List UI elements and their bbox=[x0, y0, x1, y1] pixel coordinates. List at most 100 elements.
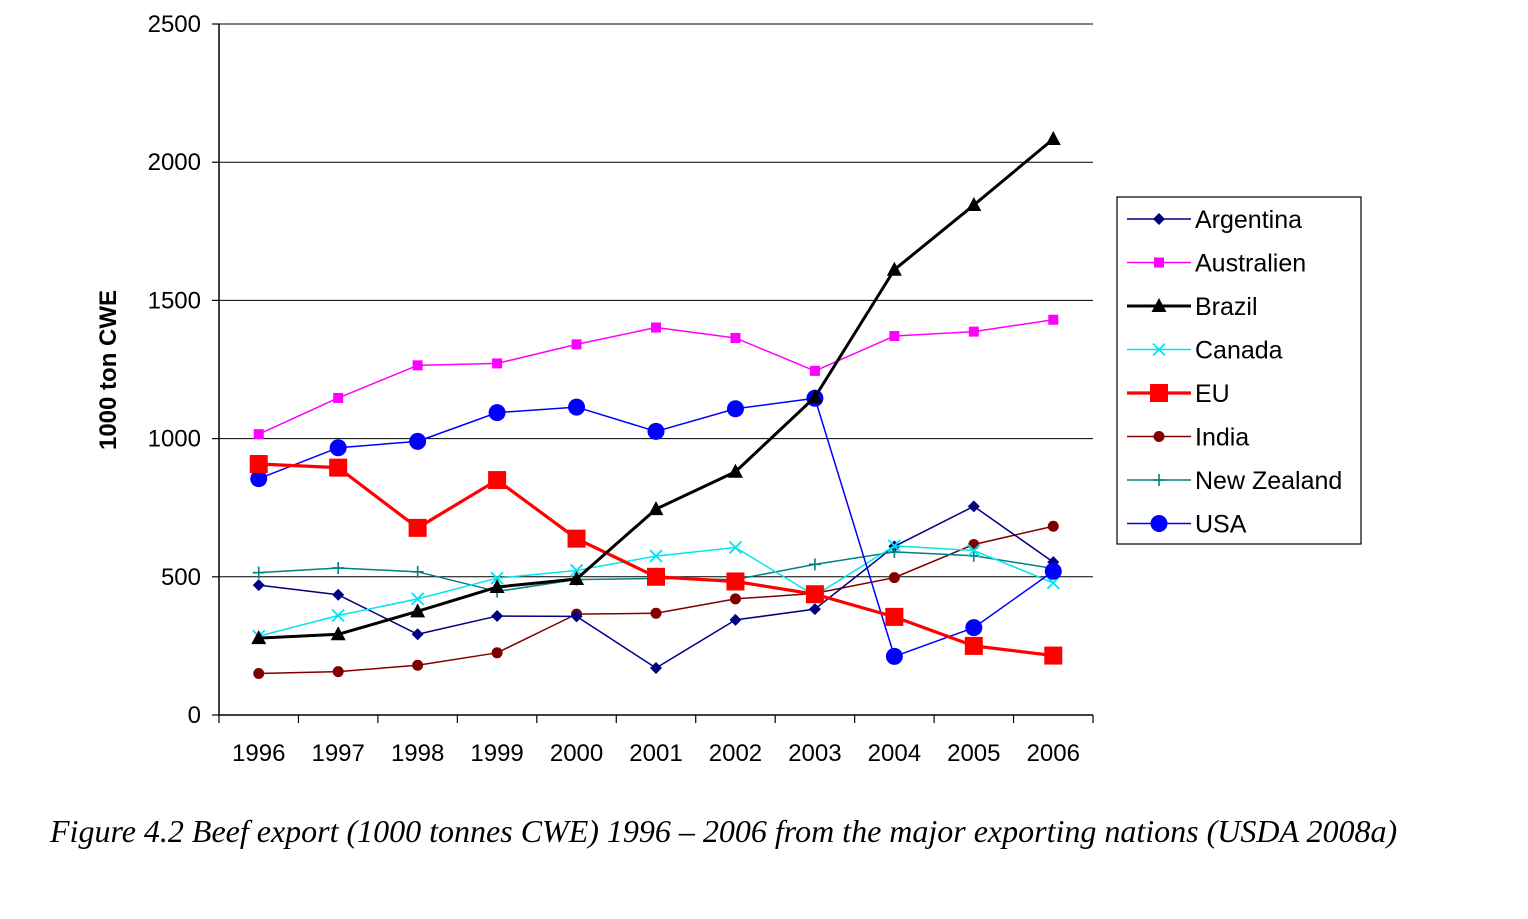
legend-label: Argentina bbox=[1195, 206, 1302, 234]
data-point bbox=[329, 458, 348, 477]
data-point bbox=[253, 429, 264, 440]
data-point bbox=[330, 626, 346, 641]
legend-marker bbox=[1150, 515, 1168, 532]
data-point bbox=[408, 518, 427, 537]
legend-box bbox=[1116, 196, 1362, 545]
data-point bbox=[967, 543, 981, 558]
legend-label: Canada bbox=[1195, 337, 1283, 365]
data-point bbox=[889, 331, 900, 342]
data-point bbox=[807, 389, 823, 404]
data-point bbox=[1046, 576, 1060, 590]
data-point bbox=[729, 593, 741, 605]
series-eu bbox=[249, 455, 1063, 665]
legend-marker bbox=[1150, 384, 1168, 402]
data-point bbox=[965, 619, 983, 637]
figure-caption: Figure 4.2 Beef export (1000 tonnes CWE)… bbox=[50, 813, 1398, 849]
data-point bbox=[333, 392, 344, 403]
x-tick-labels: 1996 1997 1998 1999 2000 2001 2002 2003 2004 2005… bbox=[232, 740, 1080, 767]
data-point bbox=[805, 585, 824, 604]
legend-label: Australien bbox=[1195, 250, 1306, 278]
data-point bbox=[649, 549, 663, 563]
data-point bbox=[412, 360, 423, 371]
gridlines bbox=[219, 23, 1093, 578]
data-point bbox=[571, 339, 582, 350]
x-tick-label: 2001 bbox=[629, 740, 682, 767]
data-point bbox=[411, 628, 424, 641]
data-point bbox=[492, 358, 503, 369]
legend-item: India bbox=[1127, 424, 1249, 452]
data-point bbox=[332, 666, 344, 678]
data-point bbox=[968, 326, 979, 337]
legend-item: New Zealand bbox=[1127, 467, 1342, 495]
data-point bbox=[727, 463, 743, 478]
data-point bbox=[568, 398, 586, 416]
legend-item: Argentina bbox=[1127, 206, 1302, 234]
data-point bbox=[488, 471, 507, 490]
data-point bbox=[332, 588, 345, 601]
data-point bbox=[569, 571, 585, 586]
x-tick-label: 2003 bbox=[788, 740, 841, 767]
data-point bbox=[964, 636, 983, 655]
legend-marker bbox=[1151, 298, 1167, 312]
series-line bbox=[258, 319, 1054, 435]
series-brazil bbox=[251, 130, 1061, 645]
data-point bbox=[1044, 646, 1063, 665]
data-point bbox=[887, 539, 902, 553]
data-point bbox=[491, 610, 504, 623]
data-point bbox=[967, 500, 980, 513]
y-tick-label: 0 bbox=[188, 702, 201, 729]
y-tick-label: 2500 bbox=[148, 11, 201, 38]
legend-item: Canada bbox=[1127, 337, 1283, 365]
x-tick-label: 2004 bbox=[868, 740, 921, 767]
data-point bbox=[886, 261, 902, 276]
legend-item: EU bbox=[1127, 380, 1230, 408]
axes bbox=[212, 23, 1094, 723]
y-tick-label: 1000 bbox=[148, 426, 201, 453]
data-point bbox=[250, 470, 268, 488]
data-point bbox=[412, 659, 424, 671]
data-point bbox=[253, 668, 265, 680]
data-point bbox=[491, 647, 503, 659]
legend-label: Brazil bbox=[1195, 293, 1258, 321]
series-line bbox=[258, 462, 1054, 658]
x-tick-label: 1999 bbox=[470, 740, 523, 767]
series-argentina bbox=[252, 500, 1060, 675]
data-point bbox=[968, 538, 980, 550]
x-tick-label: 2005 bbox=[947, 740, 1000, 767]
legend-label: New Zealand bbox=[1195, 467, 1342, 495]
legend: Argentina Australien Brazil Canada EU India Ne… bbox=[1116, 196, 1362, 545]
series-india bbox=[253, 520, 1059, 680]
data-point bbox=[728, 540, 743, 555]
x-tick-label: 1998 bbox=[391, 740, 444, 767]
data-point bbox=[885, 647, 903, 665]
x-tick-label: 2002 bbox=[709, 740, 762, 767]
data-point bbox=[411, 565, 424, 578]
data-point bbox=[570, 610, 583, 623]
data-point bbox=[651, 322, 661, 333]
data-point bbox=[488, 404, 506, 422]
legend-marker bbox=[1153, 431, 1165, 442]
data-point bbox=[567, 529, 586, 548]
y-tick-labels: 0 500 1000 1500 2000 2500 bbox=[148, 11, 201, 729]
data-point bbox=[409, 432, 427, 450]
legend-label: EU bbox=[1195, 380, 1230, 408]
data-point bbox=[808, 603, 821, 616]
series-line bbox=[258, 137, 1055, 640]
x-tick-label: 2006 bbox=[1027, 740, 1080, 767]
series-canada bbox=[252, 539, 1060, 643]
data-point bbox=[490, 571, 504, 585]
series-lines bbox=[249, 130, 1063, 680]
line-chart: 0 500 1000 1500 2000 2500 1996 1997 1998 1999 200… bbox=[95, 11, 1362, 767]
data-point bbox=[885, 607, 904, 626]
data-point bbox=[1045, 130, 1061, 145]
x-tick-label: 1997 bbox=[311, 740, 364, 767]
legend-item: Australien bbox=[1127, 250, 1306, 278]
data-point bbox=[730, 332, 741, 343]
y-axis-label: 1000 ton CWE bbox=[95, 290, 122, 450]
data-point bbox=[252, 566, 265, 579]
data-point bbox=[729, 613, 742, 626]
data-point bbox=[1044, 562, 1062, 580]
legend-item: Brazil bbox=[1127, 293, 1258, 321]
data-point bbox=[650, 607, 662, 619]
data-point bbox=[252, 579, 265, 592]
